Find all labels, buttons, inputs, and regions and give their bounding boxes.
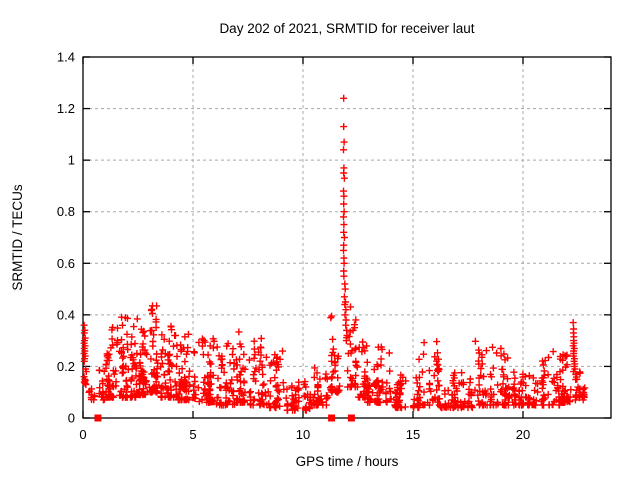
y-tick-label: 0: [68, 411, 75, 426]
tick-labels: 0 5 10 15 20 0 0.2 0.4 0.6 0.8 1 1.2 1.4: [57, 50, 530, 443]
y-tick-label: 0.4: [57, 307, 75, 322]
x-tick-label: 5: [189, 427, 196, 442]
zero-value-square-marker: [94, 414, 102, 422]
y-tick-label: 0.2: [57, 359, 75, 374]
x-axis-label: GPS time / hours: [296, 454, 399, 469]
chart-title: Day 202 of 2021, SRMTID for receiver lau…: [219, 21, 474, 36]
x-tick-label: 20: [516, 427, 530, 442]
data-points: [80, 94, 589, 422]
y-tick-label: 1.2: [57, 101, 75, 116]
y-tick-label: 1: [68, 153, 75, 168]
scatter-points-path: [80, 94, 589, 414]
x-tick-label: 10: [296, 427, 310, 442]
x-tick-label: 15: [406, 427, 420, 442]
axes-border-and-ticks: [82, 56, 612, 419]
y-axis-label: SRMTID / TECUs: [10, 184, 25, 291]
zero-value-square-marker: [328, 414, 336, 422]
x-tick-label: 0: [79, 427, 86, 442]
y-tick-label: 0.6: [57, 256, 75, 271]
zero-value-square-marker: [347, 414, 355, 422]
y-tick-label: 1.4: [57, 50, 75, 65]
y-tick-label: 0.8: [57, 204, 75, 219]
